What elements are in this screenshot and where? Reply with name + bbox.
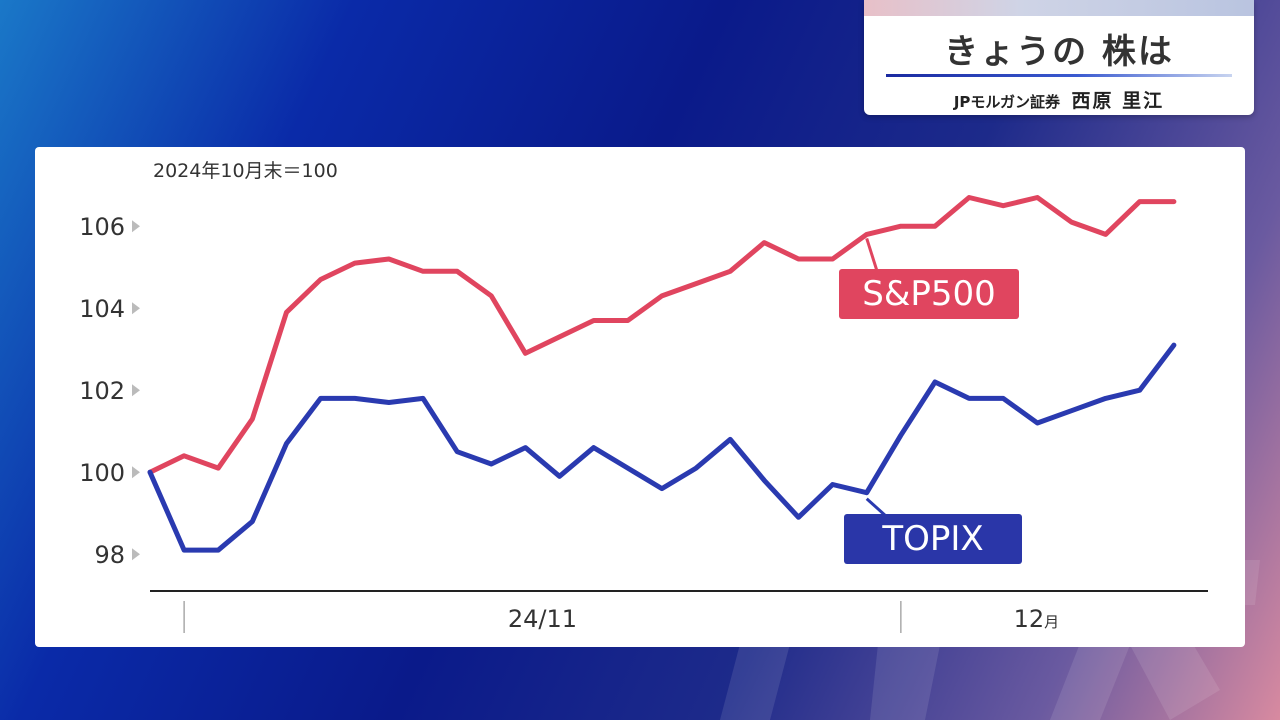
x-group-label-suffix: 月 [1044,613,1059,631]
y-tick-marker [132,548,140,561]
line-chart: 2024年10月末＝100 98 100 102 104 106 24/11 12月 S&P50… [79,160,1208,633]
title-card: きょうの 株は JPモルガン証券 西原 里江 [864,0,1254,115]
y-tick-label: 104 [79,295,125,323]
presenter-name: 西原 里江 [1071,90,1165,112]
y-tick-marker [132,220,140,233]
chart-note: 2024年10月末＝100 [153,160,338,182]
series-callout-box [844,514,1022,564]
chart-panel: 2024年10月末＝100 98 100 102 104 106 24/11 12月 S&P50… [35,147,1245,647]
series-label: S&P500 [862,274,996,314]
y-tick-marker [132,384,140,397]
series-label: TOPIX [881,519,983,559]
y-tick-label: 102 [79,377,125,405]
page-title: きょうの 株は [944,32,1174,72]
series-callout-box [839,269,1019,319]
y-tick-label: 100 [79,459,125,487]
y-tick-marker [132,302,140,315]
series-line [147,342,1177,553]
presenter-firm: JPモルガン証券 [953,93,1060,111]
y-tick-label: 98 [94,541,125,569]
title-underline [886,74,1232,77]
title-accent-strip [864,0,1254,16]
y-tick-marker [132,466,140,479]
y-tick-label: 106 [79,213,125,241]
series-line [147,195,1177,475]
series-callout-leader [865,497,889,519]
series-callout-leader [865,237,879,272]
x-group-label: 24/11 [508,605,577,633]
x-group-label: 12月 [1014,605,1060,633]
presenter-credit: JPモルガン証券 西原 里江 [864,86,1254,113]
